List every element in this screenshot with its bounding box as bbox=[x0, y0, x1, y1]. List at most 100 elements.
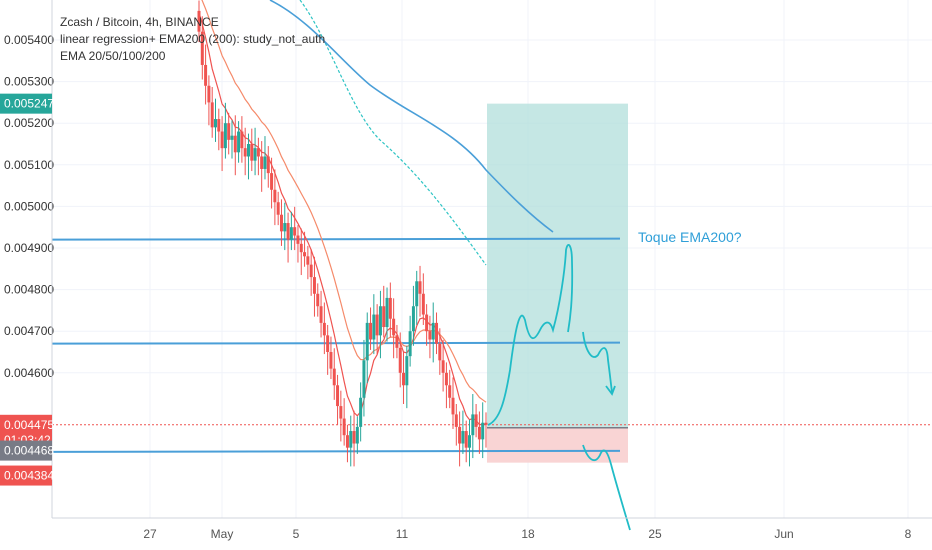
candle-body bbox=[246, 144, 250, 157]
candle-body bbox=[309, 264, 313, 278]
price-tag-label: 0.004475 bbox=[4, 418, 54, 432]
candle-body bbox=[431, 322, 435, 340]
candle-body bbox=[418, 281, 422, 294]
candle-body bbox=[438, 343, 442, 361]
x-tick-label: 25 bbox=[648, 527, 662, 541]
candle-body bbox=[388, 297, 392, 319]
candle-body bbox=[481, 422, 485, 440]
x-tick-label: 5 bbox=[293, 527, 300, 541]
candle-body bbox=[435, 322, 439, 344]
indicator-linear-regression[interactable]: linear regression+ EMA200 (200): study_n… bbox=[60, 32, 326, 46]
candle-body bbox=[293, 227, 297, 236]
candle-body bbox=[365, 322, 369, 361]
candle-body bbox=[273, 189, 277, 203]
candle-body bbox=[484, 422, 488, 425]
candle-body bbox=[299, 243, 303, 253]
candle-body bbox=[319, 306, 323, 323]
candle-body bbox=[240, 131, 244, 149]
candle-body bbox=[326, 335, 330, 352]
candle-body bbox=[359, 397, 363, 427]
candle-body bbox=[471, 414, 475, 436]
candle-body bbox=[464, 431, 468, 448]
candlestick-series bbox=[197, 0, 488, 467]
candle-body bbox=[415, 281, 419, 307]
candle-body bbox=[233, 135, 237, 153]
symbol-title[interactable]: Zcash / Bitcoin, 4h, BINANCE bbox=[60, 15, 219, 29]
indicator-ema[interactable]: EMA 20/50/100/200 bbox=[60, 49, 166, 63]
price-tag-box bbox=[0, 465, 52, 486]
candle-body bbox=[286, 223, 290, 240]
candle-body bbox=[441, 360, 445, 373]
candle-body bbox=[402, 372, 406, 386]
candle-body bbox=[421, 293, 425, 315]
candle-body bbox=[322, 322, 326, 336]
candle-body bbox=[329, 352, 333, 369]
projection-path-breakdown bbox=[582, 444, 631, 531]
support-resistance-line bbox=[51, 237, 621, 241]
candle-body bbox=[362, 360, 366, 398]
candle-body bbox=[306, 256, 310, 265]
candle-body bbox=[454, 414, 458, 427]
x-tick-label: 27 bbox=[143, 527, 157, 541]
candle-body bbox=[266, 156, 270, 174]
candle-body bbox=[408, 331, 412, 357]
candle-body bbox=[342, 418, 346, 436]
projection-path-up bbox=[487, 244, 574, 426]
ema-lines bbox=[198, 0, 554, 426]
candle-body bbox=[256, 148, 260, 157]
projection-drawing bbox=[487, 244, 631, 531]
candle-body bbox=[223, 123, 227, 149]
candle-body bbox=[289, 227, 293, 240]
candle-body bbox=[263, 156, 267, 169]
candle-body bbox=[345, 435, 349, 448]
y-tick-label: 0.004800 bbox=[4, 283, 54, 297]
price-tag-label: 0.004468 bbox=[4, 444, 54, 458]
candle-body bbox=[253, 148, 257, 161]
y-tick-label: 0.005200 bbox=[4, 116, 54, 130]
y-tick-label: 0.005300 bbox=[4, 75, 54, 89]
candle-body bbox=[220, 131, 224, 149]
ema-50-line bbox=[201, 0, 487, 403]
candle-body bbox=[425, 314, 429, 332]
candle-body bbox=[213, 119, 217, 128]
candle-body bbox=[283, 223, 287, 232]
candle-body bbox=[217, 119, 221, 132]
candle-body bbox=[197, 10, 201, 32]
candle-body bbox=[375, 314, 379, 336]
candle-body bbox=[458, 426, 462, 444]
candle-body bbox=[444, 372, 448, 386]
position-zones bbox=[487, 103, 628, 463]
candle-body bbox=[207, 85, 211, 103]
candle-body bbox=[260, 156, 264, 169]
candle-body bbox=[276, 202, 280, 215]
candle-body bbox=[230, 135, 234, 140]
candle-body bbox=[448, 385, 452, 398]
candle-body bbox=[385, 297, 389, 328]
candle-body bbox=[461, 431, 465, 444]
candle-body bbox=[312, 277, 316, 294]
candle-body bbox=[279, 214, 283, 232]
candle-body bbox=[200, 31, 204, 65]
candle-body bbox=[339, 406, 343, 419]
x-tick-label: 11 bbox=[396, 527, 409, 541]
y-tick-label: 0.005000 bbox=[4, 199, 54, 213]
y-tick-label: 0.005400 bbox=[4, 33, 54, 47]
candle-body bbox=[405, 356, 409, 386]
candle-body bbox=[204, 64, 208, 86]
candle-body bbox=[398, 347, 402, 373]
candle-body bbox=[369, 322, 373, 340]
stop-zone bbox=[487, 427, 628, 463]
candle-body bbox=[332, 368, 336, 386]
support-resistance-line bbox=[51, 449, 621, 453]
price-tag-label: 0.004384 bbox=[4, 469, 54, 483]
candle-body bbox=[316, 293, 320, 307]
candle-body bbox=[250, 144, 254, 161]
x-tick-label: Jun bbox=[774, 527, 793, 541]
candle-body bbox=[227, 123, 231, 140]
arrow-head-icon bbox=[605, 385, 616, 396]
annotation-text: Toque EMA200? bbox=[638, 229, 742, 245]
candle-body bbox=[355, 426, 359, 444]
y-tick-label: 0.004600 bbox=[4, 366, 54, 380]
